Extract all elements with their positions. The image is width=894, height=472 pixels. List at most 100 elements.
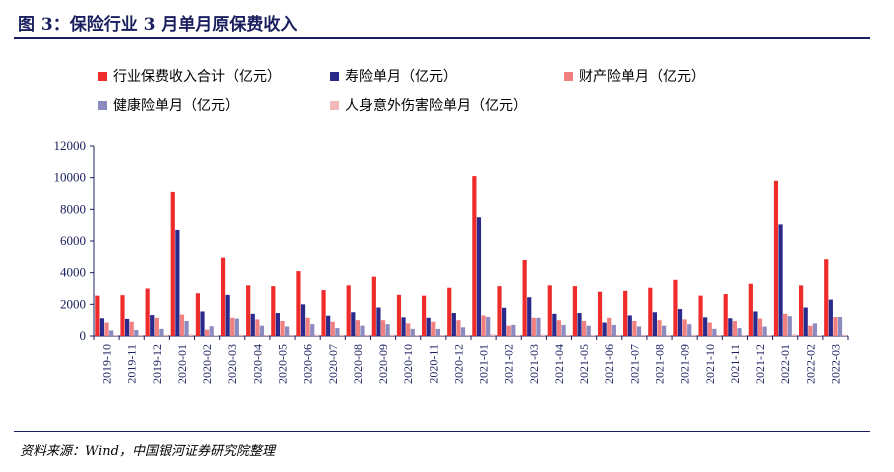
bar-series-1-2020-07 bbox=[326, 315, 331, 336]
bar-series-2-2021-03 bbox=[531, 317, 536, 336]
legend-item-property: 财产险单月（亿元） bbox=[564, 66, 705, 86]
x-tick-label: 2021-05 bbox=[577, 344, 591, 384]
bar-series-3-2021-11 bbox=[737, 328, 742, 336]
bar-series-0-2020-09 bbox=[371, 276, 376, 336]
bar-series-1-2021-07 bbox=[627, 315, 632, 336]
bar-series-4-2021-08 bbox=[666, 334, 671, 336]
bar-series-0-2022-01 bbox=[773, 180, 779, 336]
bar-series-2-2021-08 bbox=[657, 320, 662, 336]
x-tick-label: 2021-01 bbox=[477, 344, 491, 384]
bar-series-0-2022-03 bbox=[824, 259, 829, 336]
bar-series-0-2019-10 bbox=[95, 295, 100, 336]
x-tick-label: 2020-11 bbox=[426, 344, 440, 384]
x-tick-label: 2020-05 bbox=[276, 344, 290, 384]
bar-series-3-2021-06 bbox=[611, 324, 616, 336]
bar-series-0-2020-02 bbox=[195, 293, 200, 336]
bar-series-1-2019-11 bbox=[125, 318, 130, 336]
bar-series-3-2020-03 bbox=[234, 318, 239, 336]
x-tick-label: 2021-07 bbox=[627, 344, 641, 384]
bar-series-3-2020-06 bbox=[310, 324, 315, 336]
bar-series-0-2020-01 bbox=[170, 191, 175, 336]
bar-series-1-2020-01 bbox=[175, 229, 180, 336]
bar-series-3-2021-05 bbox=[586, 325, 591, 336]
legend-label-accident: 人身意外伤害险单月（亿元） bbox=[345, 98, 527, 114]
bar-series-2-2022-01 bbox=[783, 313, 788, 336]
x-tick-label: 2020-10 bbox=[401, 344, 415, 384]
bar-series-1-2020-08 bbox=[351, 312, 356, 336]
bar-series-3-2021-10 bbox=[712, 328, 717, 336]
bar-series-0-2020-03 bbox=[220, 257, 226, 336]
bar-series-0-2021-05 bbox=[572, 286, 577, 336]
bar-series-3-2020-08 bbox=[360, 325, 365, 336]
bar-series-1-2020-09 bbox=[376, 307, 381, 336]
bar-series-1-2021-12 bbox=[753, 311, 758, 336]
bar-series-4-2021-07 bbox=[641, 334, 646, 336]
bar-series-3-2020-02 bbox=[209, 326, 214, 336]
bar-series-4-2020-04 bbox=[264, 334, 269, 336]
bar-series-1-2022-03 bbox=[828, 299, 833, 336]
bar-series-0-2020-06 bbox=[296, 271, 301, 336]
bar-series-4-2020-05 bbox=[289, 334, 294, 336]
legend-item-accident: 人身意外伤害险单月（亿元） bbox=[330, 95, 527, 115]
bar-series-0-2021-10 bbox=[698, 295, 703, 336]
bar-series-2-2019-12 bbox=[154, 317, 159, 336]
bar-series-4-2020-01 bbox=[189, 334, 194, 336]
bar-series-4-2021-02 bbox=[515, 335, 520, 336]
legend-swatch-life bbox=[330, 71, 339, 81]
bar-series-0-2022-02 bbox=[799, 285, 804, 336]
bar-series-0-2021-07 bbox=[623, 290, 628, 336]
y-tick-label: 4000 bbox=[60, 265, 86, 280]
x-tick-label: 2019-10 bbox=[100, 344, 114, 384]
bar-series-1-2019-10 bbox=[99, 318, 105, 336]
bar-series-2-2020-05 bbox=[280, 320, 285, 336]
bar-series-4-2022-03 bbox=[842, 334, 847, 336]
bar-series-1-2020-03 bbox=[225, 294, 230, 336]
bar-series-0-2019-12 bbox=[145, 288, 150, 336]
source-note: 资料来源：Wind，中国银河证券研究院整理 bbox=[20, 444, 275, 459]
y-tick-label: 8000 bbox=[60, 201, 86, 216]
bar-series-1-2021-05 bbox=[577, 313, 582, 336]
bar-series-3-2020-07 bbox=[335, 328, 340, 336]
bar-series-4-2020-09 bbox=[390, 334, 395, 336]
bar-series-2-2021-02 bbox=[506, 325, 511, 336]
x-tick-label: 2020-04 bbox=[250, 344, 264, 384]
bar-series-0-2021-04 bbox=[547, 285, 552, 336]
bar-series-2-2021-09 bbox=[682, 319, 687, 336]
bar-series-4-2020-08 bbox=[365, 334, 370, 336]
bar-series-4-2021-03 bbox=[540, 334, 546, 336]
bar-series-4-2022-02 bbox=[817, 335, 822, 336]
bar-series-0-2019-11 bbox=[120, 295, 125, 336]
bar-series-1-2020-02 bbox=[200, 311, 205, 336]
bar-series-3-2019-12 bbox=[159, 328, 164, 336]
bar-series-4-2020-12 bbox=[465, 334, 470, 336]
bar-series-3-2021-04 bbox=[561, 324, 566, 336]
x-tick-label: 2022-01 bbox=[778, 344, 792, 384]
x-tick-label: 2020-03 bbox=[225, 344, 239, 384]
figure-title: 图 3：保险行业 3 月单月原保费收入 bbox=[18, 15, 298, 35]
bar-series-4-2021-11 bbox=[742, 335, 747, 336]
legend-label-total: 行业保费收入合计（亿元） bbox=[113, 69, 281, 85]
x-tick-label: 2022-03 bbox=[828, 344, 842, 384]
bar-series-0-2021-12 bbox=[748, 283, 753, 336]
x-tick-label: 2021-04 bbox=[552, 344, 566, 384]
bar-series-0-2020-10 bbox=[396, 294, 402, 336]
bar-series-1-2021-08 bbox=[652, 312, 657, 336]
bar-series-4-2020-10 bbox=[415, 335, 420, 336]
bar-series-3-2022-03 bbox=[837, 317, 843, 336]
bar-series-3-2021-08 bbox=[662, 325, 667, 336]
x-tick-label: 2020-09 bbox=[376, 344, 390, 384]
x-tick-label: 2021-12 bbox=[753, 344, 767, 384]
legend-label-health: 健康险单月（亿元） bbox=[113, 98, 239, 114]
bar-series-2-2020-10 bbox=[406, 323, 411, 336]
legend-swatch-health bbox=[98, 100, 107, 110]
bar-series-2-2020-08 bbox=[355, 320, 360, 336]
x-tick-label: 2020-08 bbox=[351, 344, 365, 384]
x-tick-label: 2021-09 bbox=[678, 344, 692, 384]
bar-series-1-2022-01 bbox=[778, 224, 783, 336]
y-tick-label: 6000 bbox=[60, 233, 86, 248]
bar-series-3-2021-07 bbox=[636, 326, 642, 336]
bar-series-2-2020-06 bbox=[305, 317, 310, 336]
bar-series-2-2021-12 bbox=[757, 318, 763, 336]
x-tick-label: 2021-10 bbox=[703, 344, 717, 384]
bar-series-4-2020-02 bbox=[214, 335, 219, 336]
